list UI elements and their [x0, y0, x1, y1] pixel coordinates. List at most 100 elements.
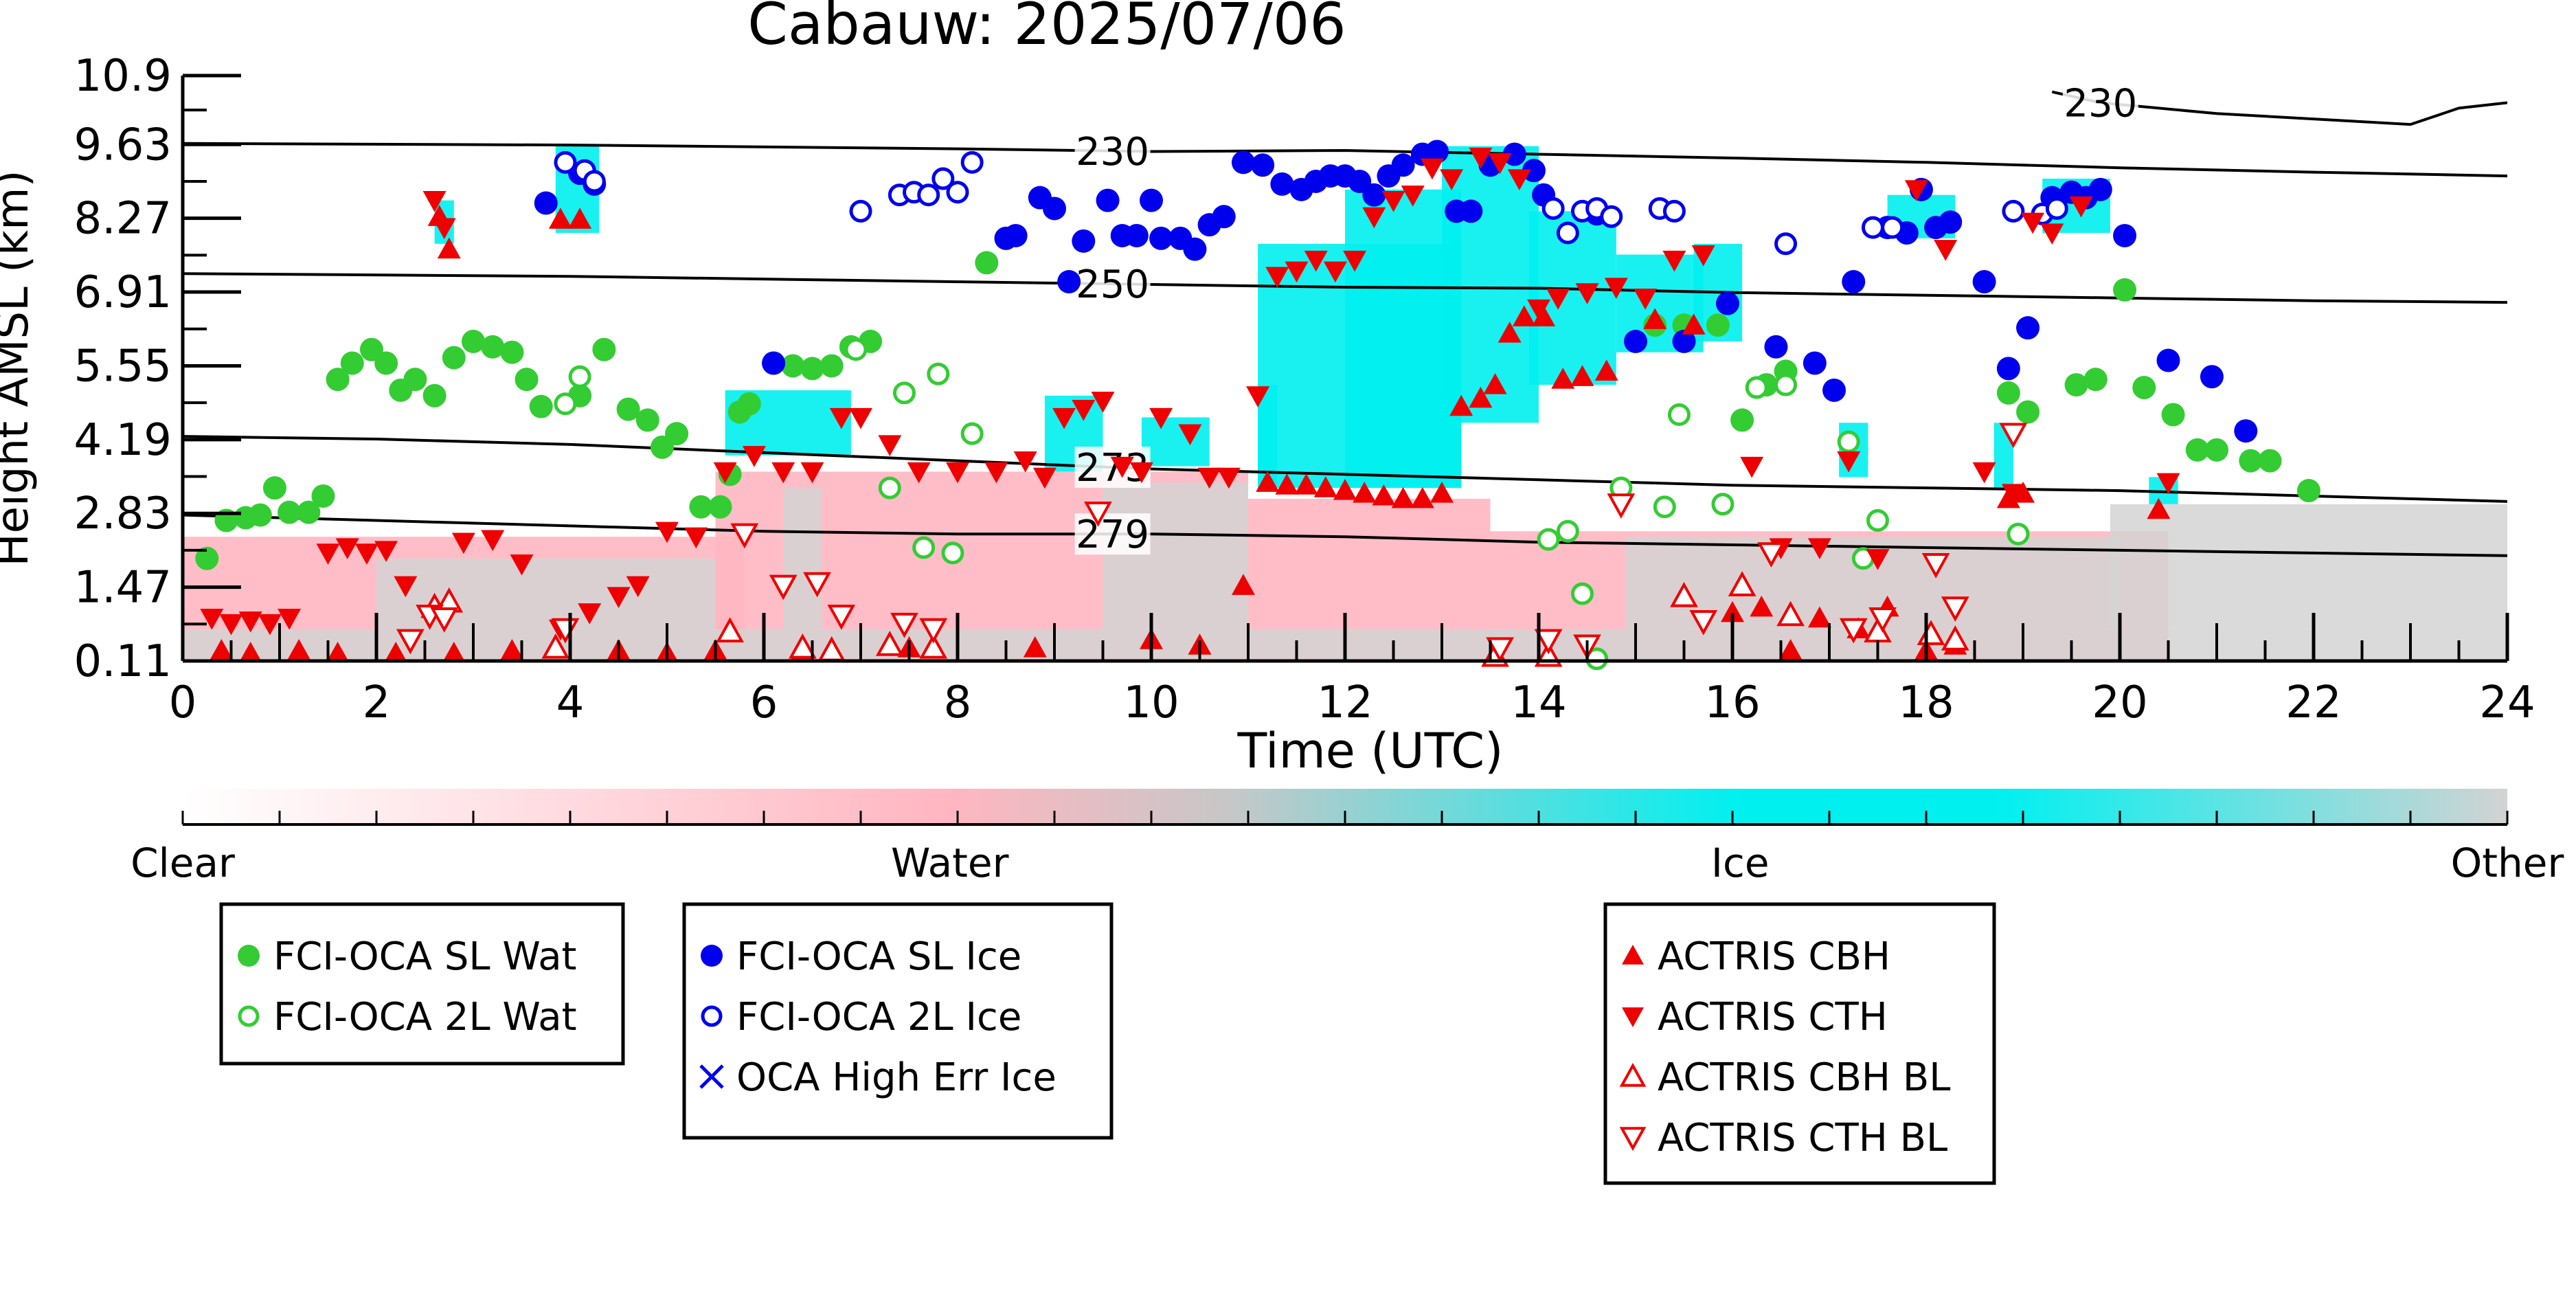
actris-cth-point: [1527, 299, 1550, 321]
actris-cth-point: [1634, 289, 1658, 310]
actris-cth-point: [1972, 462, 1996, 484]
fci-oca-2l-wat-point: [844, 338, 868, 361]
fci-oca-2l-wat-point: [1866, 508, 1889, 532]
fci-oca-sl-wat-point: [374, 351, 398, 375]
colorbar-label-other: Other: [2451, 840, 2564, 886]
actris-cth-point: [1740, 456, 1764, 478]
legend-label-oca-high-err-ice: OCA High Err Ice: [736, 1055, 1057, 1100]
legend-label-actris-cth: ACTRIS CTH: [1658, 995, 1888, 1040]
fci-oca-sl-ice-point: [2113, 223, 2137, 247]
actris-cth-point: [578, 603, 602, 625]
actris-cth-point: [1304, 250, 1328, 272]
colorbar-label-clear: Clear: [131, 840, 235, 886]
actris-cth-point: [1440, 169, 1464, 191]
legend-label-fci-oca-sl-ice: FCI-OCA SL Ice: [736, 934, 1021, 979]
fci-oca-sl-ice-point: [1251, 153, 1275, 177]
contour-230-label: 230: [1076, 130, 1149, 175]
actris-cth-point: [1507, 169, 1531, 191]
actris-cbh-point: [1333, 479, 1357, 500]
actris-cbh-bl-point: [789, 633, 817, 659]
fci-oca-sl-wat-point: [820, 354, 844, 378]
actris-cbh-bl-point: [541, 633, 570, 659]
y-tick-label: 1.47: [74, 563, 172, 614]
fci-oca-sl-wat-point: [311, 484, 335, 508]
actris-cth-point: [1343, 250, 1367, 272]
actris-cbh-point: [1483, 373, 1507, 394]
actris-cbh-point: [1430, 482, 1454, 503]
y-axis-label: Height AMSL (km): [0, 170, 38, 567]
actris-cth-bl-point: [890, 612, 918, 638]
actris-cbh-bl-point: [1728, 571, 1756, 596]
fci-oca-sl-wat-point: [708, 495, 732, 519]
legend-box: [682, 902, 1114, 1140]
fci-oca-sl-ice-point: [1270, 172, 1294, 196]
fci-oca-sl-ice-point: [2088, 177, 2112, 201]
fci-oca-2l-wat-point: [941, 541, 964, 565]
actris-cth-point: [451, 532, 475, 554]
field-other-region: [783, 488, 822, 629]
fci-oca-2l-ice-point: [1881, 216, 1904, 239]
actris-cbh-point: [437, 237, 461, 259]
x-tick-label: 0: [169, 677, 197, 728]
fci-oca-2l-ice-point: [946, 181, 969, 204]
actris-cth-point: [374, 541, 398, 562]
y-tick-label: 8.27: [74, 194, 172, 245]
fci-oca-sl-wat-point: [592, 337, 616, 361]
actris-cth-point: [849, 407, 872, 429]
fci-oca-sl-wat-point: [800, 357, 824, 381]
actris-cth-point: [1197, 467, 1221, 489]
fci-oca-sl-wat-point: [2185, 438, 2209, 462]
actris-cbh-point: [1532, 305, 1556, 326]
actris-cth-point: [1691, 245, 1715, 267]
fci-oca-2l-ice-point: [917, 183, 940, 207]
x-tick-label: 22: [2285, 677, 2341, 728]
actris-cbh-point: [1275, 473, 1299, 495]
fci-oca-sl-wat-point: [2064, 373, 2088, 397]
actris-cth-bl-point: [730, 523, 759, 549]
x-tick-label: 14: [1511, 677, 1566, 728]
fci-oca-sl-wat-point: [616, 397, 640, 421]
y-tick-label: 9.63: [74, 120, 172, 170]
colorbar: Clear Water Ice Other: [131, 789, 2564, 886]
actris-cth-point: [1381, 191, 1405, 212]
fci-oca-2l-ice-point: [960, 150, 984, 174]
actris-cth-point: [200, 609, 224, 630]
actris-cth-point: [335, 538, 359, 559]
legend-label-fci-oca-sl-wat: FCI-OCA SL Wat: [273, 934, 577, 979]
fci-oca-2l-ice-point: [1600, 205, 1623, 228]
fci-oca-sl-wat-point: [975, 251, 999, 275]
colorbar-label-water: Water: [891, 840, 1009, 886]
y-tick-label: 10.9: [74, 51, 172, 102]
actris-cbh-point: [1391, 486, 1415, 508]
legend-label-actris-cbh-bl: ACTRIS CBH BL: [1658, 1055, 1950, 1100]
fci-oca-2l-ice-point: [554, 150, 577, 174]
fci-oca-sl-ice-point: [2234, 419, 2258, 443]
actris-cth-point: [2156, 473, 2180, 495]
fci-oca-2l-wat-point: [912, 536, 936, 559]
actris-cth-point: [1904, 180, 1928, 201]
actris-cth-bl-point: [827, 605, 856, 630]
fci-oca-2l-ice-point: [1556, 221, 1579, 245]
fci-oca-sl-ice-point: [1425, 139, 1449, 164]
fci-oca-sl-wat-point: [442, 346, 466, 370]
fci-oca-2l-wat-point: [1745, 376, 1768, 399]
fci-oca-2l-wat-point: [878, 476, 901, 499]
fci-oca-sl-ice-point: [1972, 270, 1996, 294]
actris-cbh-point: [1498, 322, 1522, 343]
fci-oca-sl-ice-point: [762, 351, 786, 375]
actris-cth-point: [907, 462, 931, 484]
actris-cbh-point: [1512, 305, 1536, 326]
actris-cth-point: [394, 576, 418, 598]
actris-cbh-point: [1410, 486, 1434, 508]
actris-cbh-point: [287, 638, 311, 660]
actris-cth-point: [258, 614, 282, 636]
actris-cbh-point: [1721, 600, 1744, 622]
x-tick-label: 6: [750, 677, 778, 728]
fci-oca-sl-wat-point: [2113, 278, 2137, 302]
fci-oca-sl-ice-point: [1715, 291, 1739, 315]
fci-oca-2l-ice-point: [2045, 197, 2068, 220]
fci-oca-sl-ice-point: [1764, 335, 1788, 359]
actris-cth-point: [1488, 153, 1512, 175]
actris-cth-point: [1246, 386, 1270, 407]
fci-oca-sl-wat-point: [737, 392, 761, 416]
